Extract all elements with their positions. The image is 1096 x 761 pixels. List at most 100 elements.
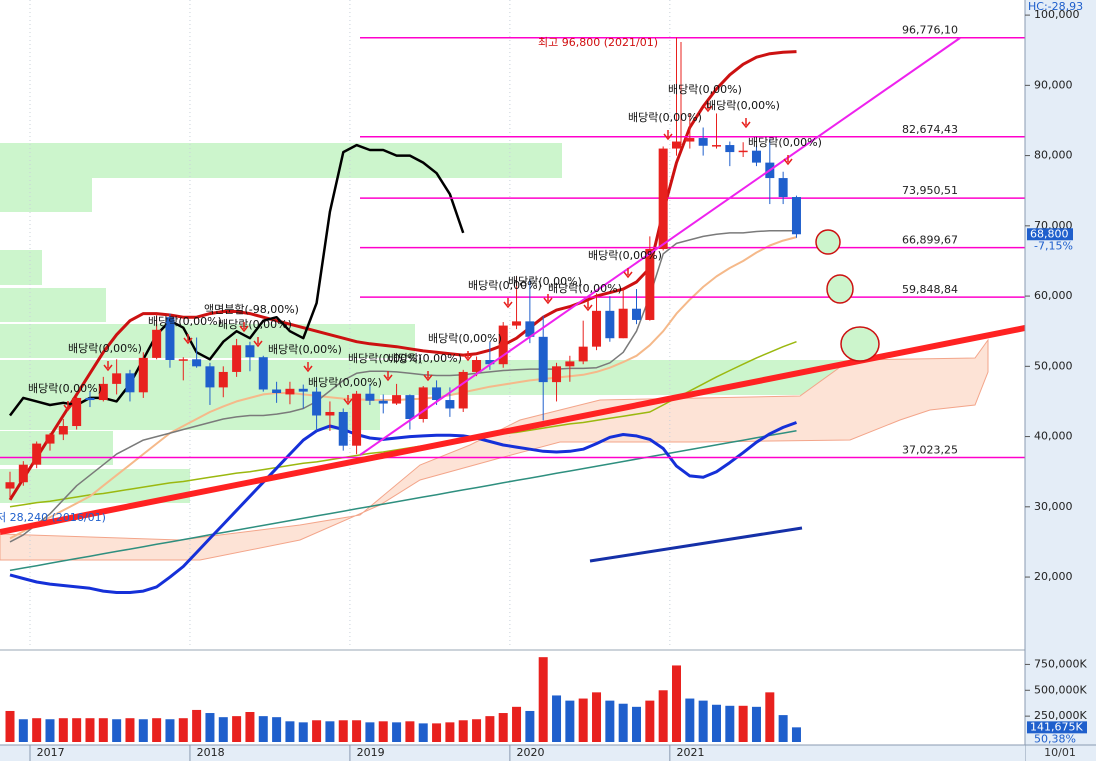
candle-body [232,345,242,372]
annotation-arrow [663,130,673,141]
drawings [0,37,1025,563]
volume-bar [645,700,655,742]
annotation-arrow [239,322,249,333]
annotation: 배당락(0,00%) [428,332,502,345]
annotation-arrow [741,118,751,129]
volume-bar [765,692,775,742]
candle-body [152,329,162,358]
x-tick-label: 2018 [197,746,225,759]
header-value: HC:-28,93 [1028,0,1083,13]
volume-bar [472,719,482,742]
high-label: 최고 96,800 (2021/01) [538,36,658,49]
candle-body [298,388,308,392]
annotation-arrow [103,361,113,372]
volume-tick-label: 500,000K [1034,683,1087,696]
annotation: 액면분할(-98,00%) [204,303,299,316]
volume-bar [112,719,122,742]
candle-body [245,345,255,358]
low-label: 저 28,240 (2016/01) [0,511,106,524]
x-tick-label: 2017 [37,746,65,759]
volume-bar [791,727,801,742]
volume-bar [218,717,228,742]
annotations: 배당락(0,00%)배당락(0,00%)배당락(0,00%)배당락(0,00%)… [28,83,822,412]
candle-body [5,482,15,489]
profile-box [0,431,113,465]
candle-body [178,359,188,361]
volume-bar [58,718,68,742]
candle-body [552,366,562,383]
last-volume-label: 141,675K [1030,720,1083,733]
candle-body [472,360,482,372]
candle-body [592,310,602,347]
annotation-arrow [623,268,633,279]
annotation-arrow [503,298,513,309]
volume-bar [605,700,615,742]
annotation-arrow [253,337,263,348]
annotation: 배당락(0,00%) [388,352,462,365]
volume-bar [698,700,708,742]
candle-body [192,359,202,367]
candle-body [218,371,228,388]
volume-bar [618,703,628,742]
volume-bar [498,713,508,742]
candle-body [672,141,681,149]
volume-bar [45,719,55,742]
x-tick-label: 2019 [357,746,385,759]
candle-body [605,310,615,339]
x-axis-panel [0,745,1025,761]
overlay-line [9,143,465,417]
change-label: -7,15% [1034,239,1073,252]
volume-bar [245,712,255,742]
candle-body [32,443,42,465]
annotation-arrow [183,334,193,345]
volume-bar [338,720,348,742]
candle-body [458,371,468,409]
level-label: 59,848,84 [902,283,958,296]
annotation: 배당락(0,00%) [148,315,222,328]
x-axis: 2017 2018 2019 2020 2021 [29,745,705,761]
volume-bar [578,698,588,742]
candle-body [725,145,735,153]
candle-body [738,150,748,153]
x-tick-label: 2021 [677,746,705,759]
y-tick-label: 60,000 [1034,289,1073,302]
annotation: 배당락(0,00%) [218,318,292,331]
volume-bar [258,716,268,742]
volume-bar [138,719,148,742]
annotation: 배당락(0,00%) [548,282,622,295]
level-label: 66,899,67 [902,234,958,247]
volume-bar [751,706,761,742]
y-axis: 100,00090,00080,00070,00060,00050,00040,… [1025,8,1087,745]
profile-box [0,288,106,322]
candle-body [698,138,708,146]
volume-bar [672,665,681,742]
overlay-line [9,230,797,543]
volume-bar [152,718,162,742]
y-tick-label: 20,000 [1034,570,1073,583]
volume-bar [125,718,135,742]
annotation: 배당락(0,00%) [68,342,142,355]
volume-bar [458,720,468,742]
annotation: 배당락(0,00%) [468,279,542,292]
candle-body [312,391,322,416]
candle-body [112,373,122,384]
candle-body [165,317,175,360]
volume-bar [392,722,402,742]
profile-box [0,469,190,503]
candle-body [445,400,455,409]
candle-body [525,321,535,337]
candle-body [432,387,442,401]
volume-bar [552,695,562,742]
annotation-arrow [583,301,593,312]
candle-body [711,145,721,147]
annotation-arrow [63,401,73,412]
candle-body [98,383,108,401]
annotation: 배당락(0,00%) [748,136,822,149]
circle-marker [840,326,880,362]
candle-body [485,360,495,365]
volume-bar [5,710,15,742]
trend-line [589,526,803,563]
profile-box [0,178,92,212]
